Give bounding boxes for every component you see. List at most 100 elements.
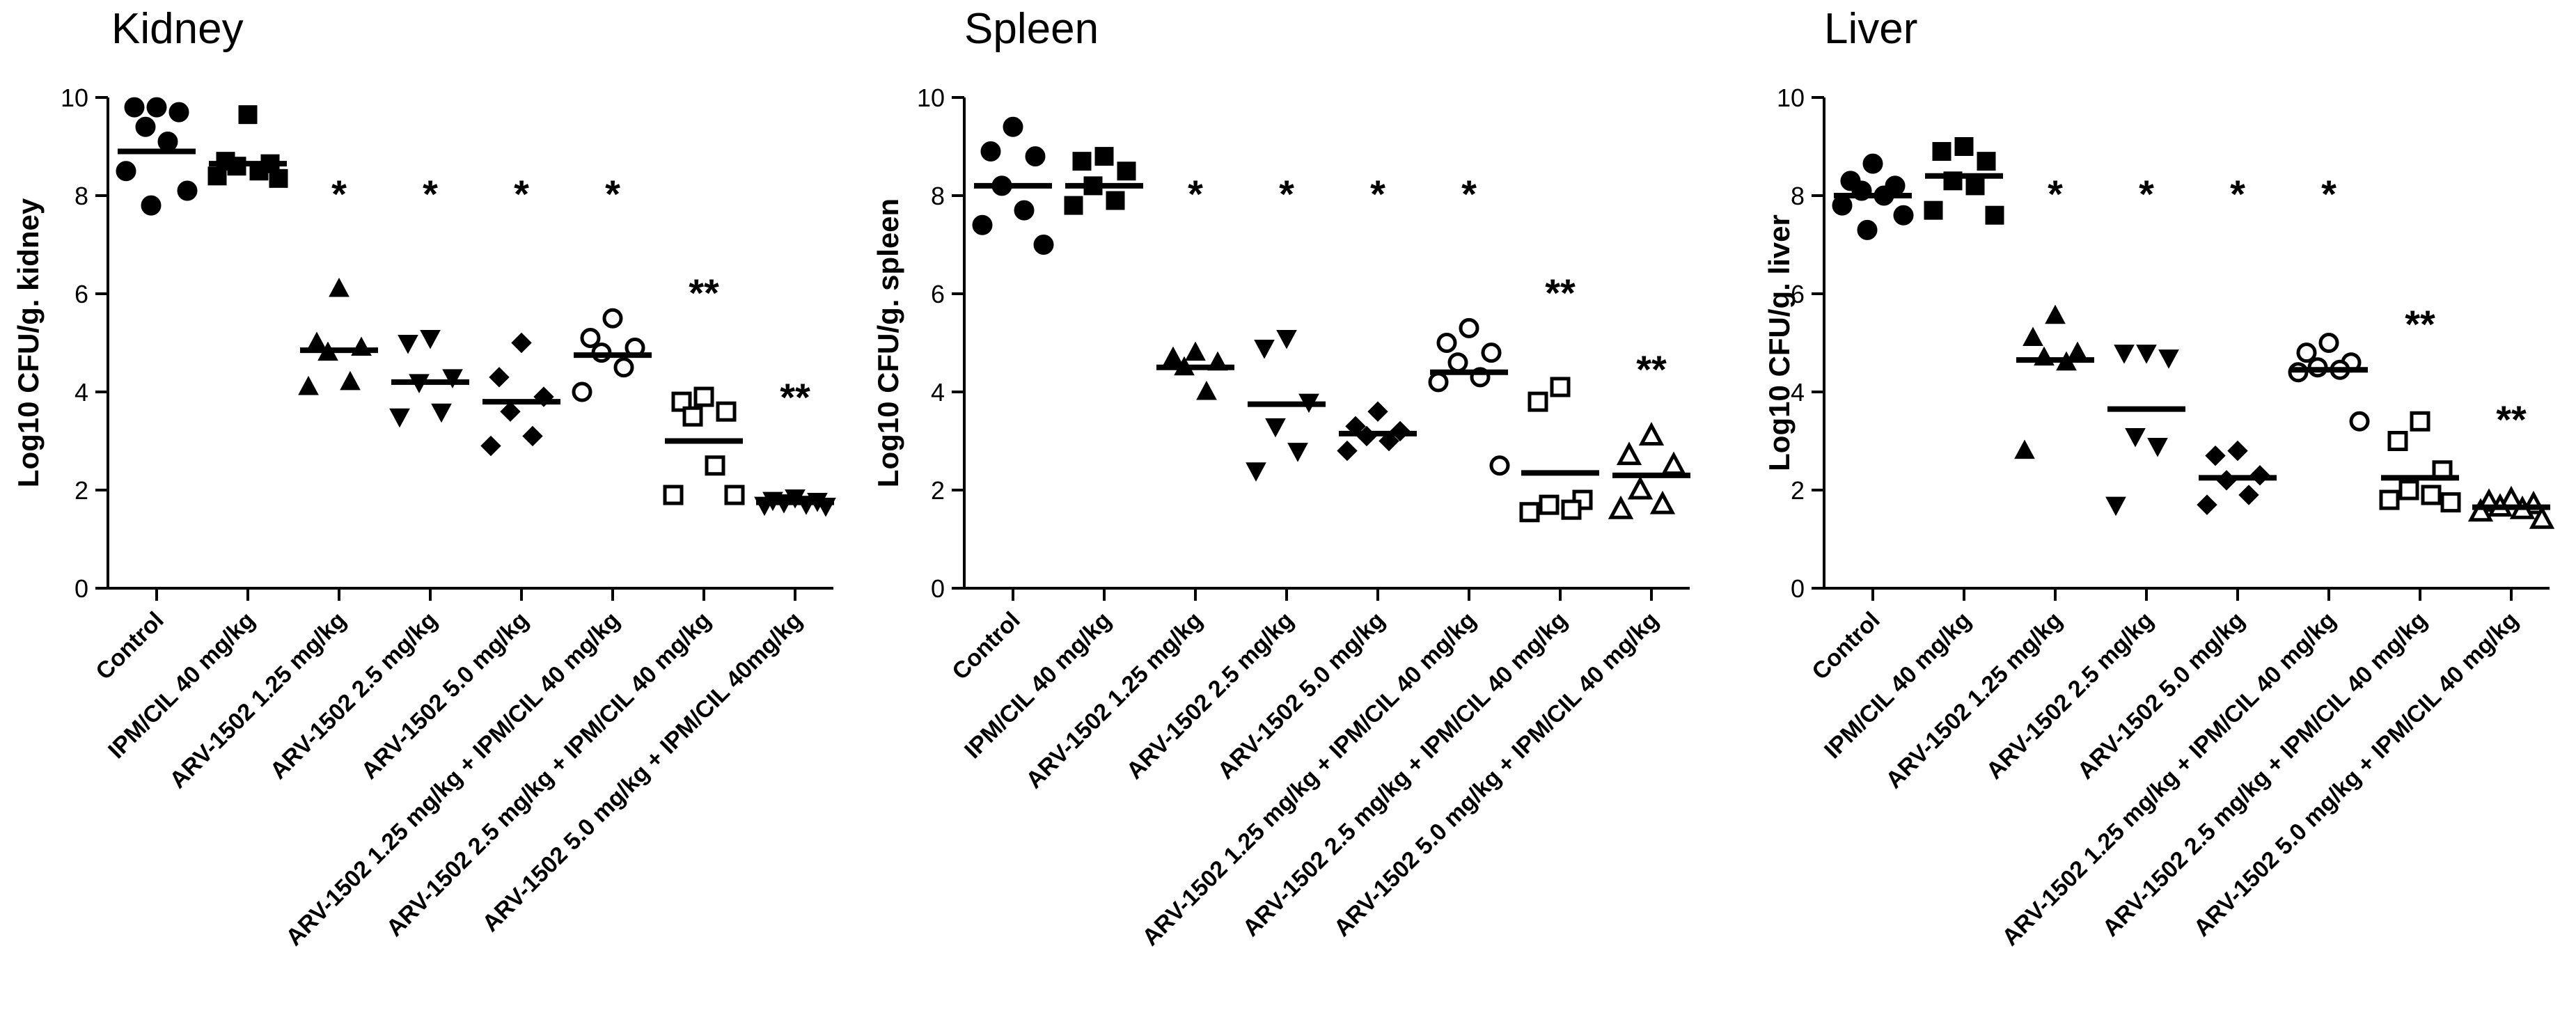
data-point <box>2105 496 2126 517</box>
data-point <box>2318 333 2339 353</box>
y-tick-label: 4 <box>74 378 88 407</box>
significance-label: * <box>605 172 620 216</box>
significance-label: ** <box>2496 397 2527 441</box>
data-point <box>1638 422 1665 446</box>
data-point <box>796 496 817 515</box>
panel-title: Spleen <box>964 5 1099 53</box>
y-tick-label: 0 <box>931 574 945 603</box>
data-point <box>1954 137 1974 156</box>
significance-label: * <box>2048 172 2063 216</box>
data-point <box>1246 462 1266 482</box>
data-point <box>2238 485 2259 505</box>
data-point <box>2197 494 2217 515</box>
data-point <box>1561 499 1582 520</box>
panel-title: Kidney <box>111 5 244 53</box>
x-tick-label: ARV-1502 1.25 mg/kg <box>164 607 351 794</box>
data-point <box>141 195 162 216</box>
x-tick-label: Control <box>947 607 1025 685</box>
data-point <box>124 97 145 118</box>
y-tick-label: 6 <box>1791 280 1805 308</box>
y-tick-label: 0 <box>1791 574 1805 603</box>
data-point <box>2147 438 2168 457</box>
data-point <box>522 425 543 447</box>
data-point <box>2440 492 2461 513</box>
y-tick-label: 2 <box>931 476 945 505</box>
x-tick-label: ARV-1502 5.0 mg/kg + IPM/CIL 40 mg/kg <box>1329 607 1664 942</box>
significance-label: ** <box>1545 271 1576 315</box>
significance-label: * <box>1188 172 1203 216</box>
data-point <box>177 180 198 201</box>
data-point <box>2349 411 2370 432</box>
data-point <box>500 401 521 422</box>
significance-label: ** <box>689 271 719 315</box>
y-tick-label: 8 <box>1791 182 1805 210</box>
data-point <box>146 97 167 118</box>
data-point <box>1893 205 1914 226</box>
data-point <box>511 332 532 354</box>
x-tick-label: ARV-1502 5.0 mg/kg <box>356 607 534 785</box>
data-point <box>2136 345 2157 364</box>
x-tick-label: Control <box>91 607 168 685</box>
significance-label: * <box>2230 172 2245 216</box>
x-tick-label: ARV-1502 1.25 mg/kg + IPM/CIL 40 mg/kg <box>281 607 625 951</box>
significance-label: * <box>2139 172 2154 216</box>
data-point <box>1428 372 1449 393</box>
data-point <box>2205 445 2226 466</box>
data-point <box>671 391 692 412</box>
data-point <box>489 367 510 388</box>
x-tick-label: ARV-1502 5.0 mg/kg + IPM/CIL 40 mg/kg <box>2189 607 2524 942</box>
data-point <box>1608 495 1634 519</box>
x-tick-label: ARV-1502 2.5 mg/kg <box>265 607 443 785</box>
data-point <box>1519 502 1540 523</box>
data-point <box>2014 439 2035 459</box>
data-point <box>157 131 178 152</box>
data-point <box>1117 162 1136 181</box>
significance-label: * <box>331 172 347 216</box>
data-point <box>2398 480 2419 501</box>
data-point <box>1265 418 1286 438</box>
data-point <box>980 141 1001 162</box>
data-point <box>1367 401 1388 422</box>
data-point <box>329 277 350 297</box>
x-tick-label: ARV-1502 2.5 mg/kg + IPM/CIL 40 mg/kg <box>382 607 716 942</box>
data-point <box>1489 455 1510 476</box>
data-point <box>1025 146 1046 167</box>
data-point <box>389 408 410 428</box>
data-point <box>420 329 441 349</box>
y-tick-label: 2 <box>74 476 88 505</box>
y-tick-label: 10 <box>1777 84 1805 112</box>
data-point <box>1254 340 1275 359</box>
data-point <box>2158 349 2179 369</box>
data-point <box>1337 440 1358 462</box>
significance-label: * <box>423 172 438 216</box>
data-point <box>2410 411 2430 432</box>
panel-title: Liver <box>1824 5 1917 53</box>
y-tick-label: 4 <box>931 378 945 407</box>
data-point <box>1163 346 1184 366</box>
x-tick-label: ARV-1502 1.25 mg/kg <box>1880 607 2067 794</box>
data-point <box>2227 440 2248 462</box>
data-point <box>1977 152 1996 171</box>
significance-label: * <box>1279 172 1294 216</box>
data-point <box>572 381 592 402</box>
data-point <box>431 403 452 423</box>
data-point <box>2296 342 2317 363</box>
x-tick-label: ARV-1502 5.0 mg/kg <box>1213 607 1390 785</box>
x-tick-label: ARV-1502 1.25 mg/kg + IPM/CIL 40 mg/kg <box>1997 607 2341 951</box>
y-tick-label: 8 <box>931 182 945 210</box>
significance-label: * <box>1370 172 1385 216</box>
data-point <box>269 168 288 188</box>
data-point <box>716 401 737 422</box>
y-tick-label: 2 <box>1791 476 1805 505</box>
data-point <box>580 327 601 348</box>
data-point <box>1649 490 1676 514</box>
significance-label: ** <box>2405 302 2435 346</box>
y-axis-label: Log10 CFU/g. liver <box>1763 214 1796 471</box>
data-point <box>682 406 703 427</box>
data-point <box>1527 391 1548 412</box>
data-point <box>135 116 156 137</box>
